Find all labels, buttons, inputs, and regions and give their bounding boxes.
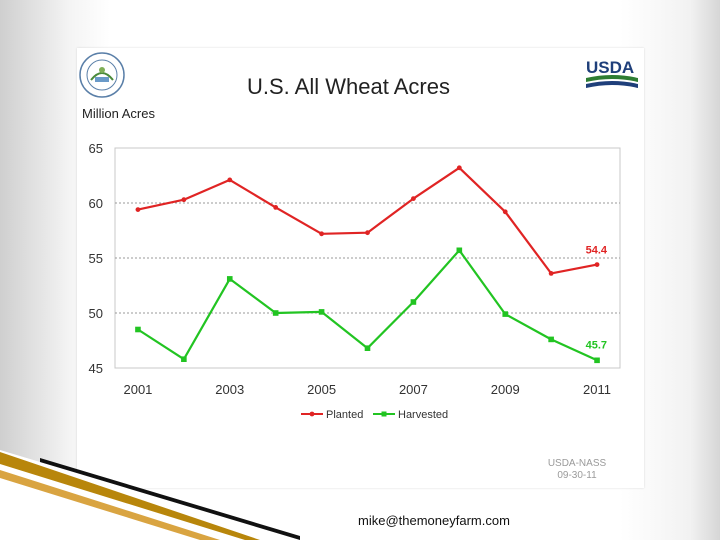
data-label-harvested: 45.7	[586, 339, 607, 351]
data-point-harvested	[181, 356, 187, 362]
data-point-harvested	[502, 311, 509, 317]
usda-logo-text: USDA	[586, 58, 634, 77]
nass-logo	[79, 52, 125, 98]
y-tick-label: 45	[89, 361, 103, 376]
series-line-harvested	[137, 249, 598, 362]
y-tick-label: 55	[89, 251, 103, 266]
data-point-planted	[227, 177, 233, 183]
x-tick-label: 2005	[307, 382, 336, 397]
data-label-planted: 54.4	[586, 245, 608, 257]
x-tick-label: 2011	[583, 382, 611, 397]
data-point-harvested	[548, 336, 554, 343]
legend-marker-harvested	[381, 411, 387, 417]
legend-label-harvested: Harvested	[398, 409, 448, 421]
y-tick-label: 50	[89, 306, 103, 321]
data-point-harvested	[456, 247, 463, 254]
data-point-planted	[365, 230, 370, 236]
wheat-acres-chart: 45 50 55 60 65 2001 2003 2005 2007 2009 2011 54.4 45…	[89, 141, 621, 421]
data-point-harvested	[272, 310, 279, 316]
data-point-harvested	[594, 357, 600, 364]
x-tick-label: 2009	[491, 382, 520, 397]
chart-title: U.S. All Wheat Acres	[247, 74, 450, 99]
data-point-planted	[594, 262, 600, 267]
y-tick-label: 65	[89, 141, 103, 156]
data-point-planted	[319, 231, 324, 237]
footer-email: mike@themoneyfarm.com	[358, 513, 510, 528]
data-point-planted	[548, 271, 554, 276]
data-point-planted	[502, 209, 508, 215]
data-point-planted	[181, 197, 187, 203]
source-note: USDA-NASS 09-30-11	[537, 458, 617, 482]
slide-card: USDA U.S. All Wheat Acres Million Acres …	[77, 48, 644, 488]
x-tick-label: 2007	[399, 382, 428, 397]
data-point-planted	[411, 196, 416, 201]
legend-marker-planted	[309, 411, 315, 417]
data-point-planted	[273, 205, 279, 210]
legend-label-planted: Planted	[326, 409, 363, 421]
data-point-planted	[135, 207, 141, 212]
data-point-harvested	[318, 309, 325, 315]
data-point-harvested	[410, 299, 417, 305]
y-axis-unit-label: Million Acres	[82, 106, 155, 121]
data-point-planted	[456, 165, 462, 171]
x-tick-label: 2003	[215, 382, 244, 397]
data-point-harvested	[364, 345, 371, 351]
source-date: 09-30-11	[557, 470, 597, 481]
corner-decoration	[0, 450, 300, 540]
x-tick-label: 2001	[123, 382, 152, 397]
usda-logo: USDA	[586, 58, 638, 88]
data-point-harvested	[226, 276, 233, 282]
data-point-harvested	[135, 326, 141, 333]
source-agency: USDA-NASS	[547, 458, 607, 469]
y-tick-label: 60	[89, 196, 103, 211]
